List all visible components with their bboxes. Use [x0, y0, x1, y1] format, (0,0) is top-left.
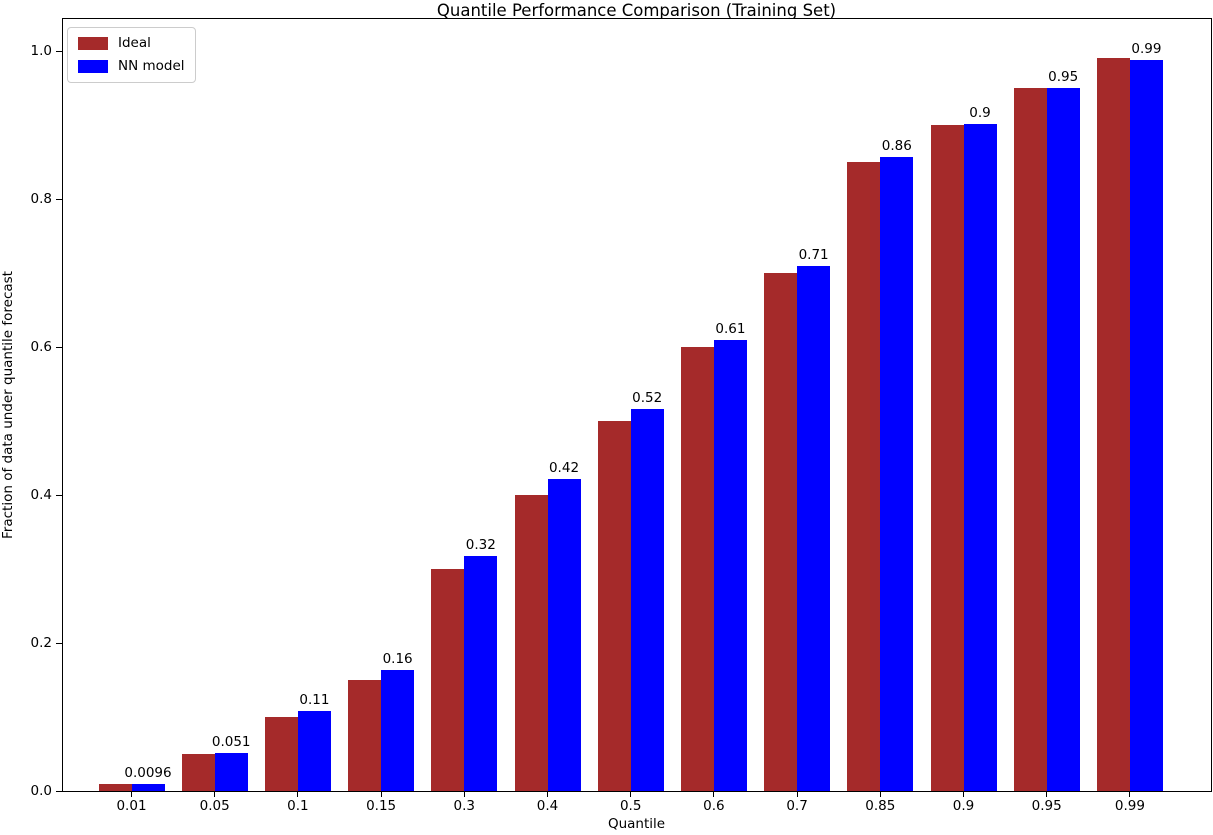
y-tick-mark-0.2 [56, 642, 62, 644]
bar-value-label-0.85: 0.86 [881, 137, 912, 154]
x-tick-mark-0.85 [879, 792, 881, 797]
bar-nn-model-0.85 [880, 156, 914, 791]
x-tick-label-0.15: 0.15 [366, 798, 397, 814]
x-tick-mark-0.95 [1046, 792, 1048, 797]
bar-value-label-0.9: 0.9 [969, 104, 991, 121]
bar-nn-model-0.4 [547, 479, 581, 791]
x-tick-label-0.85: 0.85 [865, 798, 896, 814]
chart-title: Quantile Performance Comparison (Trainin… [436, 1, 837, 20]
x-tick-label-0.4: 0.4 [536, 798, 559, 814]
bar-ideal-0.15 [348, 680, 382, 791]
x-tick-label-0.01: 0.01 [116, 798, 147, 814]
legend-label-ideal: Ideal [118, 35, 151, 51]
bar-nn-model-0.99 [1129, 59, 1163, 791]
y-tick-label-0.4: 0.4 [30, 487, 52, 503]
x-tick-mark-0.1 [297, 792, 299, 797]
x-tick-label-0.7: 0.7 [786, 798, 808, 814]
bar-nn-model-0.1 [297, 711, 331, 791]
bar-value-label-0.4: 0.42 [548, 460, 580, 477]
bar-ideal-0.99 [1096, 58, 1130, 791]
bar-value-label-0.95: 0.95 [1048, 69, 1079, 85]
bar-ideal-0.9 [930, 125, 964, 791]
bar-ideal-0.6 [680, 347, 714, 791]
x-tick-mark-0.99 [1129, 792, 1131, 797]
y-tick-mark-1.0 [56, 50, 62, 52]
bars-layer: 0.0096 0.051 0.11 0.16 0.32 0.42 0.52 0.61 0.71 0… [62, 18, 1211, 791]
legend-swatch-nn-model [78, 60, 108, 73]
bar-ideal-0.05 [181, 754, 215, 791]
bar-value-label-0.01: 0.0096 [124, 764, 172, 781]
x-tick-mark-0.9 [963, 792, 964, 797]
x-tick-label-0.95: 0.95 [1031, 798, 1062, 814]
bar-nn-model-0.7 [797, 266, 831, 791]
bar-nn-model-0.9 [963, 123, 997, 791]
y-tick-mark-0.0 [56, 790, 62, 792]
y-axis-label: Fraction of data under quantile forecast [0, 271, 16, 539]
bar-nn-model-0.15 [381, 670, 415, 791]
bar-ideal-0.5 [597, 421, 631, 791]
x-tick-label-0.3: 0.3 [453, 798, 476, 814]
y-tick-mark-0.6 [56, 346, 62, 348]
x-tick-mark-0.01 [131, 792, 132, 797]
legend-label-nn-model: NN model [118, 58, 185, 74]
legend-item-ideal: Ideal [78, 36, 185, 51]
y-tick-label-1.0: 1.0 [30, 43, 52, 59]
x-tick-label-0.05: 0.05 [199, 798, 230, 814]
bar-value-label-0.3: 0.32 [465, 536, 496, 553]
bar-ideal-0.4 [514, 495, 548, 791]
bar-value-label-0.05: 0.051 [211, 734, 251, 751]
x-tick-label-0.5: 0.5 [619, 798, 642, 814]
x-tick-mark-0.05 [214, 792, 216, 797]
y-tick-mark-0.8 [56, 198, 62, 200]
legend-swatch-ideal [78, 37, 108, 50]
x-axis-label: Quantile [607, 816, 666, 832]
bar-ideal-0.7 [764, 273, 798, 791]
x-tick-mark-0.15 [380, 792, 382, 797]
bar-nn-model-0.5 [630, 409, 664, 791]
bar-value-label-0.6: 0.61 [715, 320, 746, 337]
x-tick-mark-0.7 [796, 792, 798, 797]
bar-ideal-0.1 [264, 717, 298, 791]
bar-ideal-0.95 [1013, 88, 1047, 791]
bar-ideal-0.3 [431, 569, 465, 791]
bar-value-label-0.15: 0.16 [382, 651, 413, 668]
y-tick-label-0.2: 0.2 [30, 635, 52, 651]
x-tick-mark-0.5 [630, 792, 632, 797]
bar-nn-model-0.95 [1046, 88, 1080, 791]
y-tick-label-0.6: 0.6 [30, 339, 52, 355]
bar-value-label-0.99: 0.99 [1131, 40, 1162, 57]
y-tick-label-0.8: 0.8 [30, 191, 52, 207]
bar-nn-model-0.01 [131, 783, 165, 791]
x-tick-label-0.99: 0.99 [1114, 798, 1145, 814]
legend-item-nn-model: NN model [78, 59, 185, 74]
x-tick-label-0.1: 0.1 [287, 798, 309, 814]
legend: Ideal NN model [67, 27, 196, 83]
x-tick-mark-0.6 [713, 792, 715, 797]
x-tick-mark-0.4 [547, 792, 548, 797]
y-tick-mark-0.4 [56, 494, 62, 496]
x-tick-label-0.6: 0.6 [703, 798, 725, 814]
y-tick-label-0.0: 0.0 [30, 783, 52, 799]
bar-nn-model-0.6 [713, 339, 747, 791]
bar-ideal-0.85 [847, 162, 881, 791]
bar-nn-model-0.05 [214, 753, 248, 791]
bar-value-label-0.7: 0.71 [798, 247, 829, 264]
bar-ideal-0.01 [98, 783, 132, 791]
x-tick-mark-0.3 [463, 792, 465, 797]
x-tick-label-0.9: 0.9 [952, 798, 975, 814]
bar-value-label-0.1: 0.11 [299, 692, 330, 709]
bar-value-label-0.5: 0.52 [632, 390, 663, 407]
bar-nn-model-0.3 [464, 555, 498, 791]
